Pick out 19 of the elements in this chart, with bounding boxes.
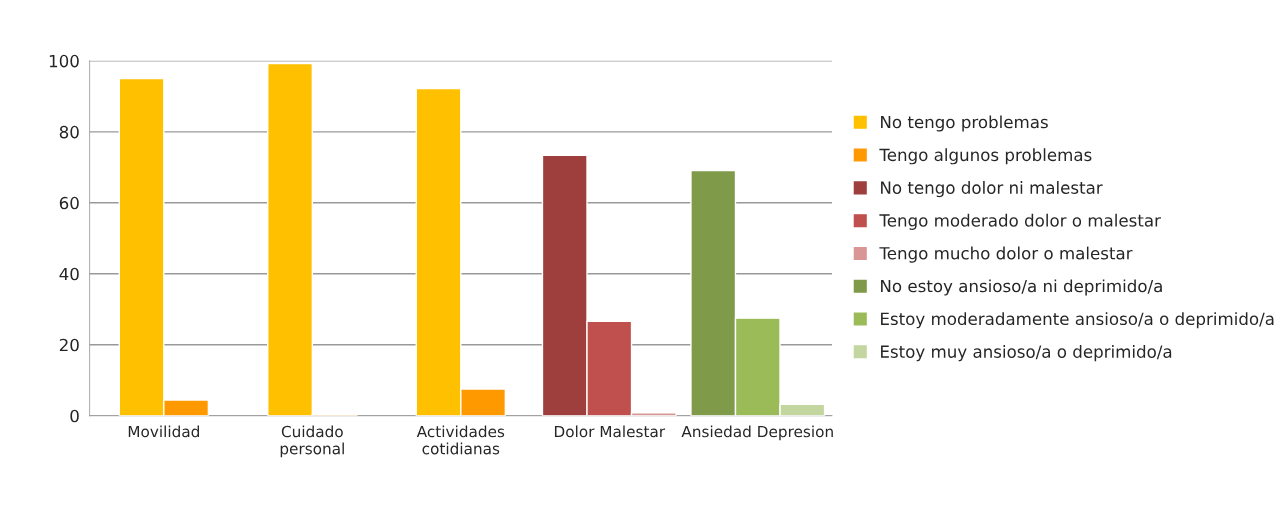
y-tick-label: 40 xyxy=(59,267,79,281)
x-tick-label: Movilidad xyxy=(128,425,199,438)
x-tick-label: Dolor Malestar xyxy=(554,425,666,438)
x-tick-label: Actividades cotidianas xyxy=(416,425,505,455)
y-tick-label: 100 xyxy=(49,54,79,68)
y-tick-label: 60 xyxy=(59,196,79,210)
legend-label: Tengo mucho dolor o malestar xyxy=(879,246,1133,263)
y-tick-label: 20 xyxy=(59,338,79,352)
legend-label: No tengo dolor ni malestar xyxy=(881,181,1103,198)
y-tick-label: 80 xyxy=(59,125,79,139)
x-tick-label: Ansiedad Depresion xyxy=(681,425,833,441)
legend-label: Estoy muy ansioso/a o deprimido/a xyxy=(881,345,1172,362)
legend-label: Tengo moderado dolor o malestar xyxy=(879,213,1161,230)
legend-label: No tengo problemas xyxy=(881,115,1048,132)
y-tick-label: 0 xyxy=(70,409,79,423)
x-tick-label: Cuidado personal xyxy=(280,425,344,458)
legend-label: Tengo algunos problemas xyxy=(879,148,1092,165)
legend-label: No estoy ansioso/a ni deprimido/a xyxy=(881,279,1162,296)
legend-label: Estoy moderadamente ansioso/a o deprimido/a xyxy=(881,312,1274,329)
